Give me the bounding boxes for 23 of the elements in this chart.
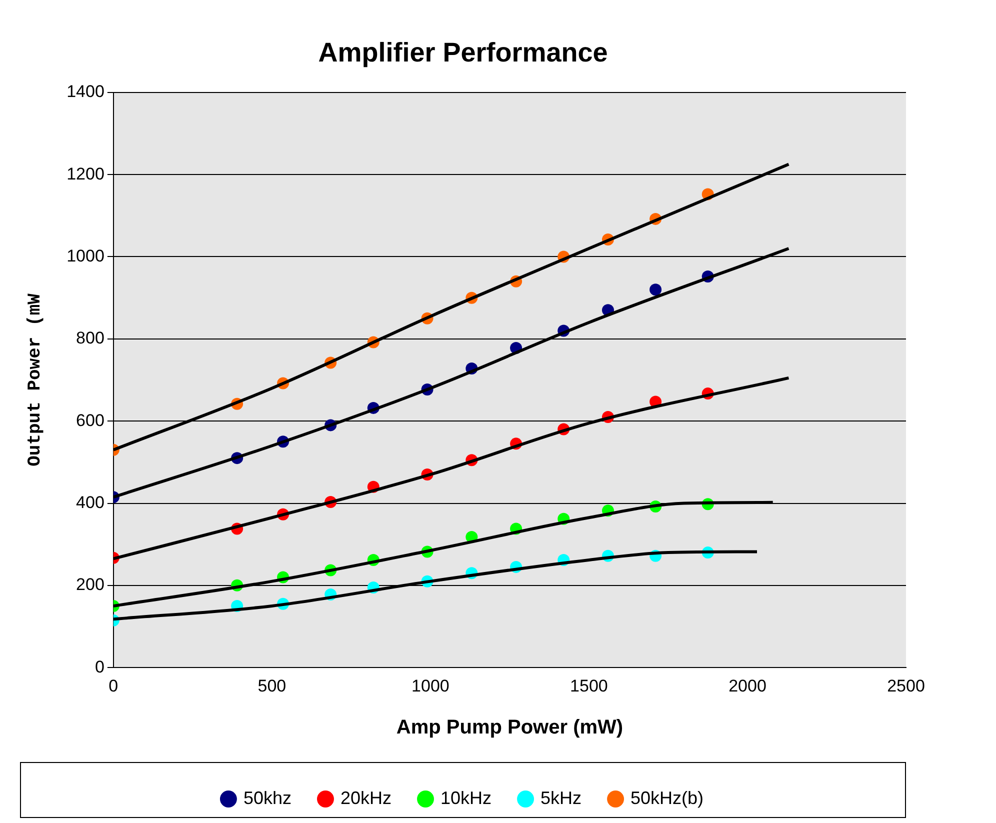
x-tick-label: 500 — [258, 676, 286, 696]
y-axis-title: Output Power (mW — [25, 293, 46, 466]
legend-label: 50kHz(b) — [630, 788, 704, 808]
legend-label: 20kHz — [340, 788, 392, 808]
y-tick-label: 0 — [94, 657, 104, 676]
y-tick-label: 400 — [76, 492, 104, 512]
y-tick-label: 1200 — [66, 164, 104, 184]
x-axis-title: Amp Pump Power (mW) — [396, 716, 624, 739]
y-tick-label: 600 — [76, 410, 104, 430]
x-tick-label: 2500 — [887, 676, 925, 696]
y-tick-label: 1000 — [66, 246, 104, 266]
legend-label: 5kHz — [540, 788, 582, 808]
x-tick-label: 0 — [108, 676, 118, 696]
legend-label: 10kHz — [440, 788, 492, 808]
legend-label: 50khz — [243, 788, 292, 808]
x-tick-label: 2000 — [728, 676, 766, 696]
x-tick-label: 1000 — [412, 676, 450, 696]
y-tick-label: 800 — [76, 328, 104, 348]
chart-title: Amplifier Performance — [318, 38, 608, 68]
x-tick-label: 1500 — [570, 676, 608, 696]
y-tick-label: 200 — [76, 575, 104, 594]
y-tick-label: 1400 — [66, 82, 104, 102]
point — [650, 284, 662, 296]
